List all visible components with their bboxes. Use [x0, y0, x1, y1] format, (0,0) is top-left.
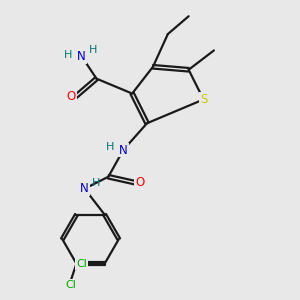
Text: O: O [67, 90, 76, 103]
Text: H: H [89, 45, 97, 55]
Text: S: S [200, 93, 207, 106]
Text: Cl: Cl [65, 280, 76, 290]
Text: H: H [106, 142, 114, 152]
Text: H: H [92, 178, 101, 188]
Text: Cl: Cl [76, 259, 87, 269]
Text: O: O [135, 176, 144, 189]
Text: N: N [77, 50, 86, 63]
Text: N: N [80, 182, 89, 195]
Text: N: N [119, 143, 128, 157]
Text: H: H [64, 50, 73, 60]
